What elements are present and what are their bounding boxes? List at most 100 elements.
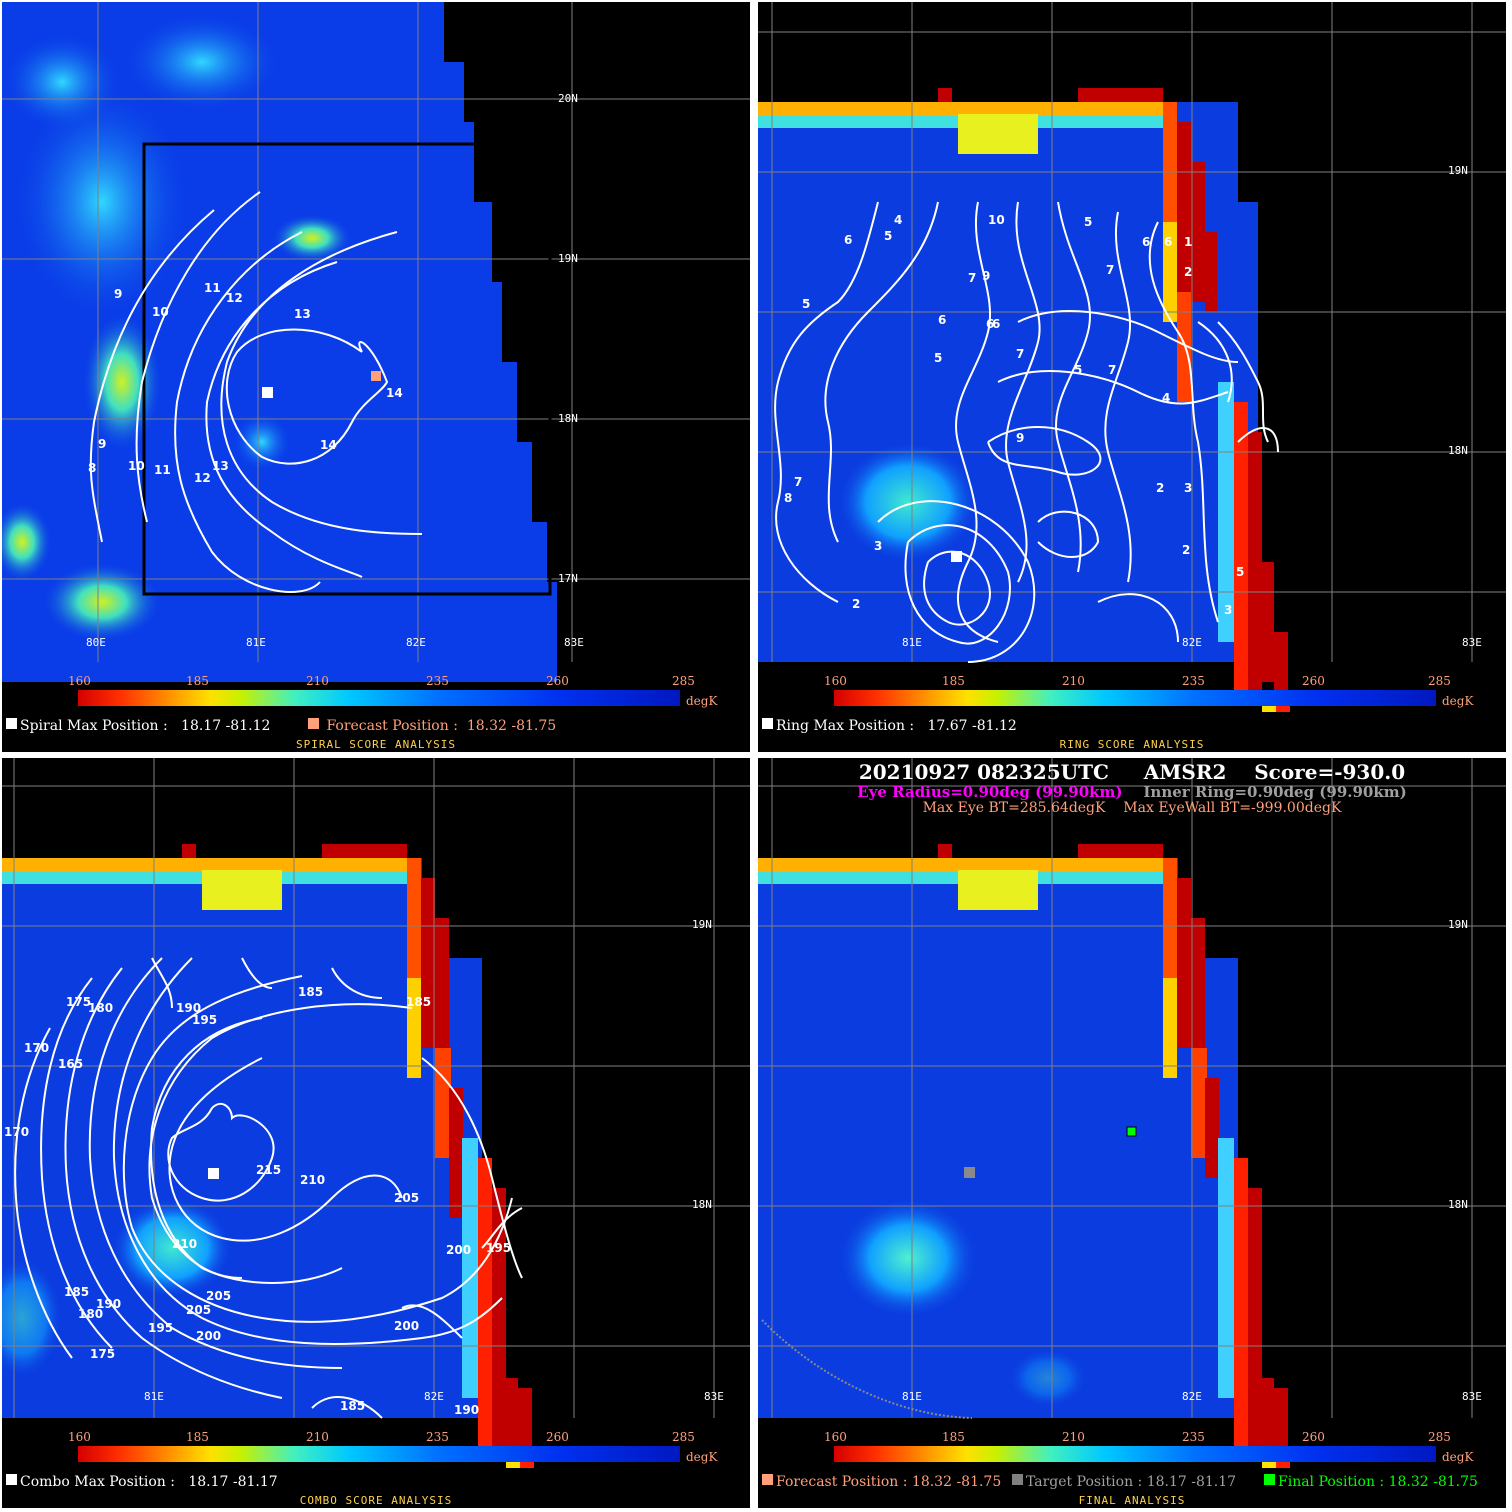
- contour-label: 165: [58, 1057, 83, 1071]
- header-date: 20210927: [858, 760, 971, 784]
- ring-max-value: 17.67 -81.12: [927, 718, 1017, 734]
- colorbar-tick: 235: [1182, 674, 1205, 688]
- header-score: Score=-930.0: [1254, 760, 1406, 784]
- spiral-max-value: 18.17 -81.12: [181, 718, 271, 734]
- combo-max-label: Combo Max Position :: [20, 1474, 175, 1490]
- lon-label-83e: 83E: [1462, 636, 1482, 649]
- contour-label: 195: [486, 1241, 511, 1255]
- colorbar-tick: 210: [306, 674, 329, 688]
- lon-label-81e: 81E: [246, 636, 266, 649]
- white-square-icon: [6, 718, 17, 729]
- final-header-line3: Max Eye BT=285.64degK Max EyeWall BT=-99…: [758, 800, 1506, 816]
- colorbar: [834, 690, 1436, 706]
- contour-label: 10: [988, 213, 1005, 227]
- contour-label: 6: [986, 317, 994, 331]
- contour-label: 170: [24, 1041, 49, 1055]
- lon-label-81e: 81E: [902, 636, 922, 649]
- contour-label: 205: [394, 1191, 419, 1205]
- final-target-legend: Target Position : 18.17 -81.17: [1012, 1474, 1236, 1490]
- lon-label-80e: 80E: [86, 636, 106, 649]
- colorbar-tick: 285: [1428, 674, 1451, 688]
- salmon-square-icon: [308, 718, 319, 729]
- colorbar: [78, 690, 680, 706]
- final-marker: [1126, 1126, 1137, 1137]
- max-eyewall-bt-text: Max EyeWall BT=-999.00degK: [1123, 800, 1342, 816]
- contour-label: 5: [1236, 565, 1244, 579]
- lon-label-83e: 83E: [704, 1390, 724, 1403]
- final-graticule: [758, 758, 1506, 1418]
- contour-label: 8: [88, 461, 96, 475]
- lat-label-19n: 19N: [692, 918, 712, 931]
- contour-label: 6: [992, 317, 1000, 331]
- ring-contours: [774, 201, 1279, 663]
- colorbar-tick: 160: [824, 1430, 847, 1444]
- final-map: [758, 758, 1506, 1458]
- contour-label: 7: [1106, 263, 1114, 277]
- colorbar-tick: 185: [942, 1430, 965, 1444]
- contour-label: 7: [1016, 347, 1024, 361]
- contour-label: 190: [176, 1001, 201, 1015]
- contour-label: 185: [64, 1285, 89, 1299]
- final-header-line1: 20210927 082325UTC AMSR2 Score=-930.0: [758, 760, 1506, 784]
- green-square-icon: [1264, 1474, 1275, 1485]
- lon-label-83e: 83E: [1462, 1390, 1482, 1403]
- contour-label: 200: [446, 1243, 471, 1257]
- eye-radius-arc: [761, 1319, 973, 1419]
- forecast-label: Forecast Position :: [326, 718, 458, 734]
- combo-graticule: [2, 758, 750, 1418]
- final-position-legend: Final Position : 18.32 -81.75: [1264, 1474, 1478, 1490]
- contour-label: 185: [298, 985, 323, 999]
- colorbar-tick: 185: [186, 1430, 209, 1444]
- combo-contours: [14, 957, 523, 1419]
- contour-label: 3: [1184, 481, 1192, 495]
- final-panel: 20210927 082325UTC AMSR2 Score=-930.0 Ey…: [758, 758, 1506, 1508]
- contour-label: 7: [968, 271, 976, 285]
- ring-max-label: Ring Max Position :: [776, 718, 915, 734]
- colorbar-tick: 260: [546, 674, 569, 688]
- contour-label: 11: [154, 463, 171, 477]
- colorbar-tick: 235: [426, 1430, 449, 1444]
- colorbar-tick: 185: [942, 674, 965, 688]
- lon-label-82e: 82E: [424, 1390, 444, 1403]
- colorbar-unit: degK: [1442, 1450, 1474, 1464]
- lat-label-20n: 20N: [558, 92, 578, 105]
- contour-label: 175: [90, 1347, 115, 1361]
- contour-label: 9: [98, 437, 106, 451]
- lon-label-82e: 82E: [406, 636, 426, 649]
- colorbar-tick: 185: [186, 674, 209, 688]
- colorbar-tick: 285: [672, 1430, 695, 1444]
- contour-label: 190: [96, 1297, 121, 1311]
- contour-label: 175: [66, 995, 91, 1009]
- spiral-max-marker: [262, 387, 273, 398]
- contour-label: 7: [1108, 363, 1116, 377]
- contour-label: 210: [172, 1237, 197, 1251]
- contour-label: 12: [226, 291, 243, 305]
- contour-label: 6: [938, 313, 946, 327]
- final-position-label: Final Position : 18.32 -81.75: [1278, 1474, 1478, 1490]
- contour-label: 14: [386, 386, 403, 400]
- combo-panel: 175 180 190 195 185 185 170 165 170 215 210 205 210 2…: [2, 758, 750, 1508]
- eye-radius-text: Eye Radius=0.90deg (99.90km): [857, 783, 1123, 801]
- contour-label: 12: [194, 471, 211, 485]
- analysis-box: [142, 142, 552, 596]
- contour-label: 180: [78, 1307, 103, 1321]
- contour-label: 2: [852, 597, 860, 611]
- contour-label: 3: [1224, 603, 1232, 617]
- spiral-panel-title: SPIRAL SCORE ANALYSIS: [295, 738, 457, 751]
- final-forecast-label: Forecast Position : 18.32 -81.75: [776, 1474, 1002, 1490]
- colorbar-unit: degK: [686, 694, 718, 708]
- contour-label: 2: [1184, 265, 1192, 279]
- contour-label: 195: [148, 1321, 173, 1335]
- forecast-value: 18.32 -81.75: [466, 718, 557, 734]
- ring-max-legend: Ring Max Position : 17.67 -81.12: [762, 718, 1017, 734]
- contour-label: 10: [152, 305, 169, 319]
- lon-label-81e: 81E: [144, 1390, 164, 1403]
- spiral-max-legend: Spiral Max Position : 18.17 -81.12: [6, 718, 270, 734]
- contour-label: 6: [1142, 235, 1150, 249]
- gray-square-icon: [1012, 1474, 1023, 1485]
- contour-label: 200: [394, 1319, 419, 1333]
- colorbar: [78, 1446, 680, 1462]
- lat-label-17n: 17N: [558, 572, 578, 585]
- combo-max-value: 18.17 -81.17: [188, 1474, 278, 1490]
